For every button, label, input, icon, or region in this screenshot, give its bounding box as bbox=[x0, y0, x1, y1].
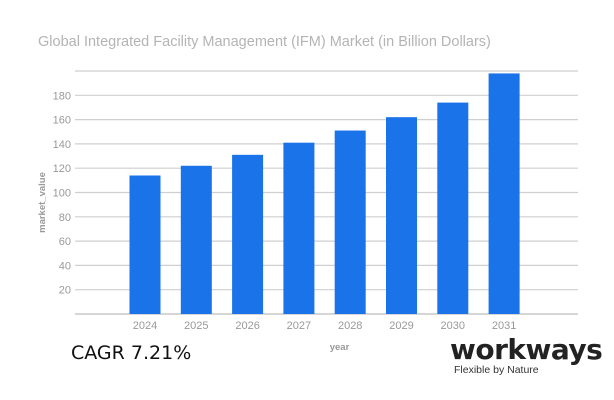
y-tick-label: 100 bbox=[53, 188, 71, 200]
bar-2031 bbox=[488, 73, 520, 315]
x-tick-label: 2026 bbox=[235, 320, 259, 332]
x-tick-label: 2027 bbox=[287, 320, 311, 332]
bar-2028 bbox=[334, 130, 366, 314]
y-axis-label: market_value bbox=[37, 172, 48, 233]
y-tick-label: 20 bbox=[59, 285, 71, 297]
y-tick-label: 120 bbox=[53, 163, 71, 175]
x-tick-label: 2031 bbox=[492, 320, 516, 332]
y-tick-label: 60 bbox=[59, 236, 71, 248]
bar-2029 bbox=[386, 117, 417, 314]
x-tick-label: 2029 bbox=[389, 320, 413, 332]
x-tick-label: 2030 bbox=[441, 320, 465, 332]
logo-tagline: Flexible by Nature bbox=[454, 364, 539, 376]
y-tick-label: 180 bbox=[53, 90, 71, 102]
y-tick-label: 40 bbox=[59, 260, 71, 272]
bar-2030 bbox=[437, 102, 469, 314]
bar-2024 bbox=[129, 175, 161, 314]
chart-title: Global Integrated Facility Management (I… bbox=[38, 34, 491, 50]
bar-2026 bbox=[232, 154, 264, 314]
cagr-annotation: CAGR 7.21% bbox=[71, 342, 192, 364]
y-tick-label: 80 bbox=[59, 212, 71, 224]
y-tick-label: 160 bbox=[53, 115, 71, 127]
x-tick-label: 2028 bbox=[338, 320, 362, 332]
y-tick-label: 140 bbox=[53, 139, 71, 151]
bar-2027 bbox=[283, 142, 315, 314]
x-tick-label: 2024 bbox=[133, 320, 157, 332]
x-axis-label: year bbox=[330, 342, 350, 353]
bar-2025 bbox=[180, 165, 212, 314]
workways-logo: workways bbox=[450, 333, 603, 366]
x-tick-label: 2025 bbox=[184, 320, 208, 332]
